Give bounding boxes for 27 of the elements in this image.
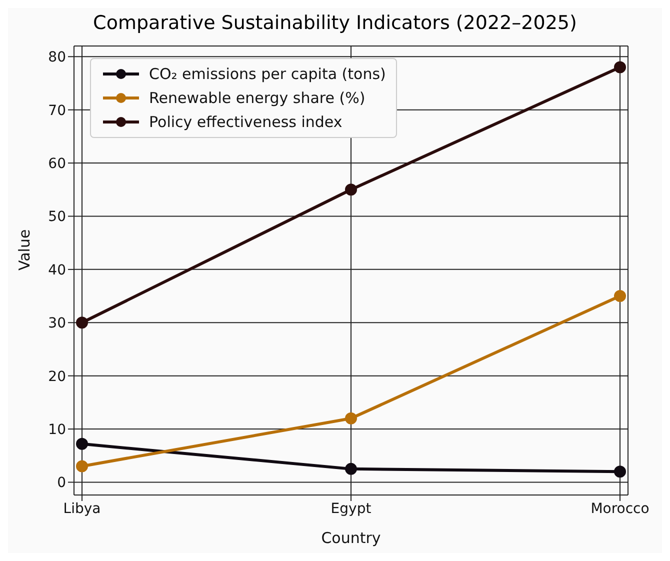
point [76,438,88,450]
point [76,460,88,472]
y-tick-label: 10 [48,422,66,438]
point [614,61,626,74]
point [345,462,357,475]
x-tick-label: Morocco [590,500,650,517]
chart-title: Comparative Sustainability Indicators (2022–2025) [92,11,578,36]
point [614,290,626,302]
point [345,412,357,424]
y-tick-label: 80 [48,50,66,66]
legend-label: Policy effectiveness index [149,112,342,133]
y-tick-label: 20 [48,368,66,385]
y-tick-label: 70 [48,102,66,119]
point [614,466,626,478]
y-axis-title: Value [15,229,34,270]
legend-label: CO₂ emissions per capita (tons) [149,64,386,85]
y-tick-label: 40 [48,262,66,278]
point [76,316,88,329]
x-tick-label: Egypt [330,500,372,517]
y-tick-label: 0 [57,475,66,492]
legend-label: Renewable energy share (%) [149,88,366,109]
x-axis-title: Country [321,529,381,547]
y-tick-label: 50 [48,209,66,226]
x-tick-label: Libya [63,500,101,517]
point [345,184,357,196]
y-tick-label: 30 [48,316,66,332]
y-tick-label: 60 [48,156,66,172]
